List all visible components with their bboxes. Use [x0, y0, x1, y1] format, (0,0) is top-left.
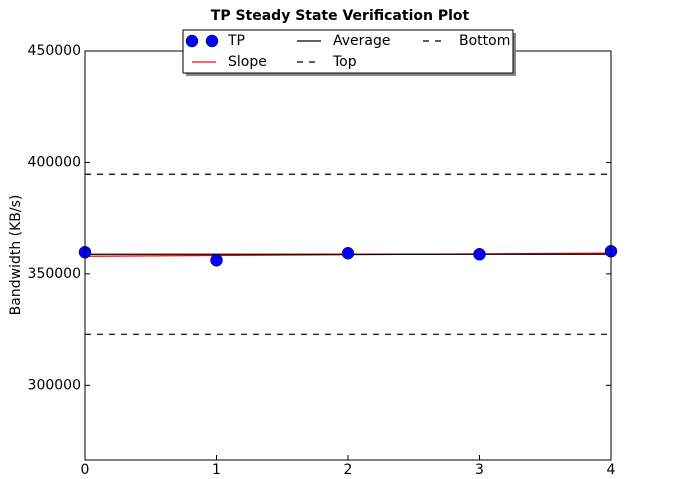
- x-tick-label: 4: [607, 462, 616, 478]
- data-point: [210, 254, 223, 267]
- legend-label: Bottom: [459, 33, 510, 49]
- legend-marker: [205, 34, 219, 48]
- y-tick-label: 350000: [28, 266, 81, 282]
- x-tick-label: 2: [344, 462, 353, 478]
- data-point: [341, 247, 355, 260]
- y-tick-label: 450000: [28, 43, 81, 59]
- legend-label: TP: [227, 33, 245, 49]
- legend-label: Top: [332, 54, 357, 70]
- legend-label: Average: [333, 33, 391, 49]
- x-tick-label: 1: [212, 462, 221, 478]
- x-tick-label: 0: [81, 462, 90, 478]
- legend-box: [182, 29, 514, 74]
- y-tick-label: 300000: [28, 377, 81, 393]
- legend-label: Slope: [228, 54, 267, 70]
- legend-marker: [185, 34, 199, 48]
- y-axis-label: Bandwidth (KB/s): [8, 195, 24, 316]
- y-tick-label: 400000: [28, 154, 81, 170]
- chart-title: TP Steady State Verification Plot: [211, 8, 470, 24]
- x-tick-label: 3: [475, 462, 484, 478]
- data-point: [473, 248, 486, 261]
